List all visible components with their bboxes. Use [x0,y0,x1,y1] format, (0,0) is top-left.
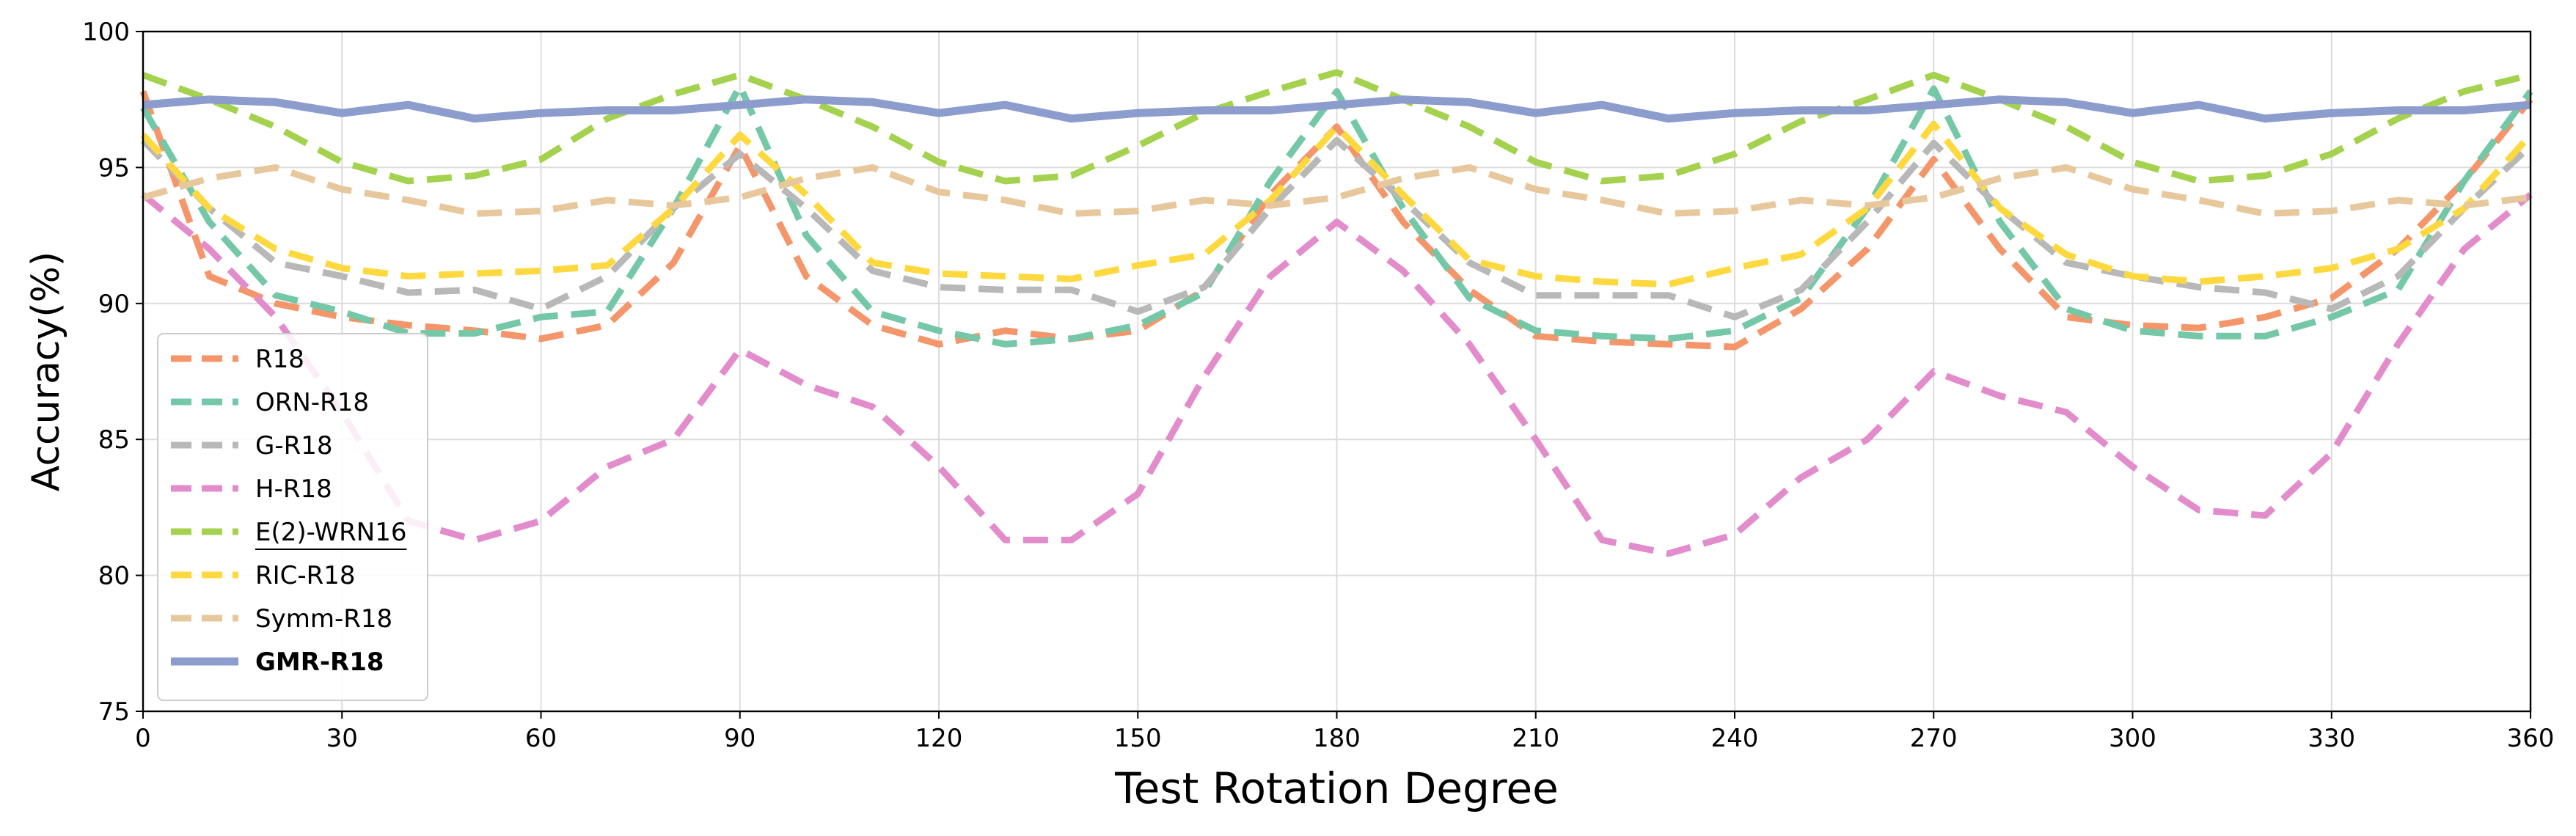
x-tick-label: 300 [2109,724,2156,753]
x-axis-title: Test Rotation Degree [1114,763,1559,813]
x-tick-label: 60 [525,724,557,753]
series-line-g-r18 [140,136,2533,320]
legend: R18 ORN-R18 G-R18 H-R18 E(2)-WRN16 RIC-R18 Sym… [157,333,428,701]
series-line-ric-r18 [140,120,2533,288]
x-tick-label: 210 [1512,724,1559,753]
x-tick-label: 150 [1114,724,1162,753]
x-tick-label: 180 [1313,724,1361,753]
series-line-symm-r18 [142,164,2531,217]
x-tick-label: 360 [2507,724,2555,753]
series-line-orn-r18 [140,82,2533,348]
legend-label: GMR-R18 [255,648,384,677]
legend-label: RIC-R18 [255,561,356,590]
legend-label: R18 [255,345,304,374]
x-tick-label: 0 [135,724,151,753]
legend-box [157,333,428,701]
y-tick-label: 80 [98,562,130,591]
legend-label: Symm-R18 [255,604,392,634]
legend-label: G-R18 [255,431,333,461]
x-tick-label: 270 [1910,724,1958,753]
x-tick-label: 90 [724,724,755,753]
axis-ticks: 0 30 60 90 120 150 180 210 240 270 300 330 360 75 80 85… [82,18,2554,753]
x-tick-label: 240 [1711,724,1759,753]
series-line-r18 [139,90,2533,351]
y-tick-label: 90 [98,290,130,319]
x-tick-label: 330 [2308,724,2355,753]
y-tick-label: 75 [98,697,130,727]
y-tick-label: 100 [82,18,130,47]
series-line-e-2-wrn16 [142,69,2532,185]
legend-label: ORN-R18 [255,388,369,417]
series-line-gmr-r18 [142,95,2531,123]
series-lines [139,69,2533,557]
series-line-h-r18 [141,192,2533,557]
legend-label: E(2)-WRN16 [255,518,406,547]
x-tick-label: 120 [915,724,963,753]
x-tick-label: 30 [326,724,358,753]
y-tick-label: 85 [98,425,130,455]
y-tick-label: 95 [98,153,130,183]
y-axis-title: Accuracy(%) [24,252,68,491]
legend-label: H-R18 [255,474,332,504]
